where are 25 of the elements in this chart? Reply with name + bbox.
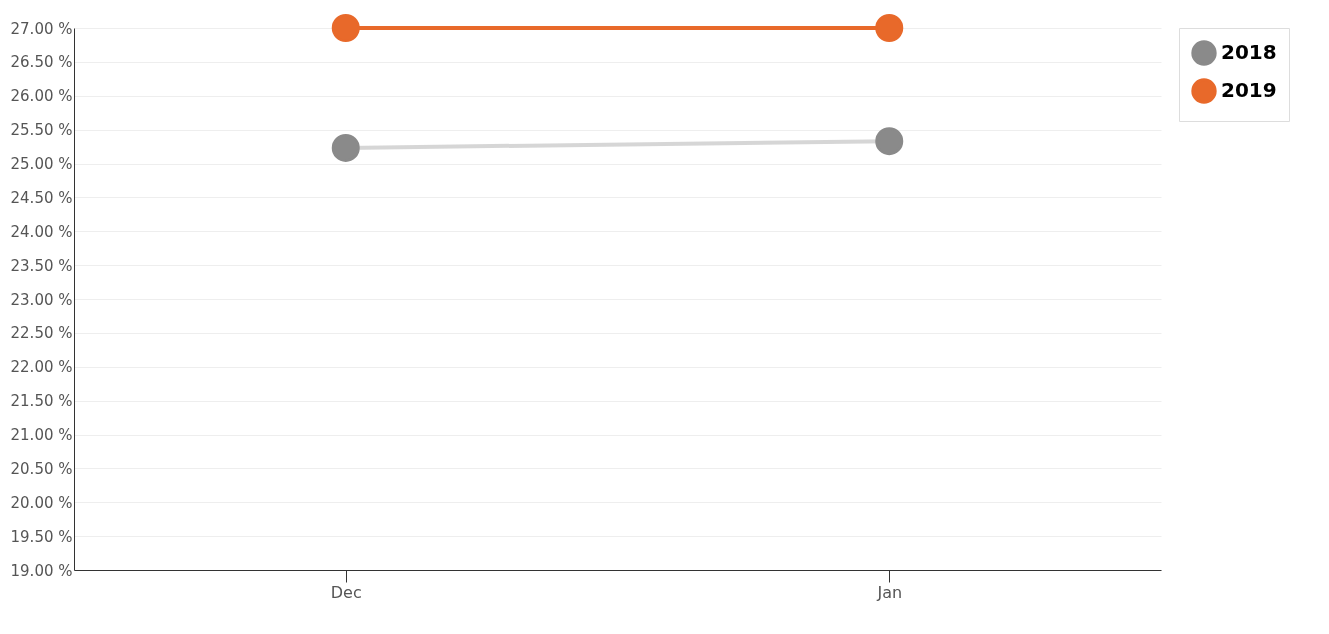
x-tick-label: Dec [330,582,362,602]
y-tick-label: 19.00 % [10,561,73,580]
point [875,14,904,42]
y-tick-label: 20.00 % [10,493,73,512]
y-tick-label: 25.00 % [10,155,73,173]
y-tick-label: 23.50 % [10,256,73,275]
point [331,133,360,162]
y-tick-label: 25.50 % [10,121,73,140]
y-tick-label: 27.00 % [10,19,73,38]
y-tick-label: 23.00 % [10,290,73,309]
x-tick-label: Jan [876,582,903,602]
y-tick-label: 19.50 % [10,527,73,546]
legend-label: 2019 [1221,78,1277,102]
y-tick-label: 22.50 % [10,324,73,343]
y-tick-label: 26.50 % [10,53,73,72]
y-tick-label: 20.50 % [10,459,73,478]
y-tick-label: 24.50 % [10,188,73,207]
y-tick-label: 24.00 % [10,222,73,241]
y-tick-label: 21.50 % [10,392,73,411]
y-tick-label: 21.00 % [10,426,73,444]
legend-label: 2018 [1221,40,1277,64]
y-tick-label: 22.00 % [10,358,73,377]
y-tick-label: 26.00 % [10,87,73,106]
point [331,14,360,42]
point [875,127,904,156]
